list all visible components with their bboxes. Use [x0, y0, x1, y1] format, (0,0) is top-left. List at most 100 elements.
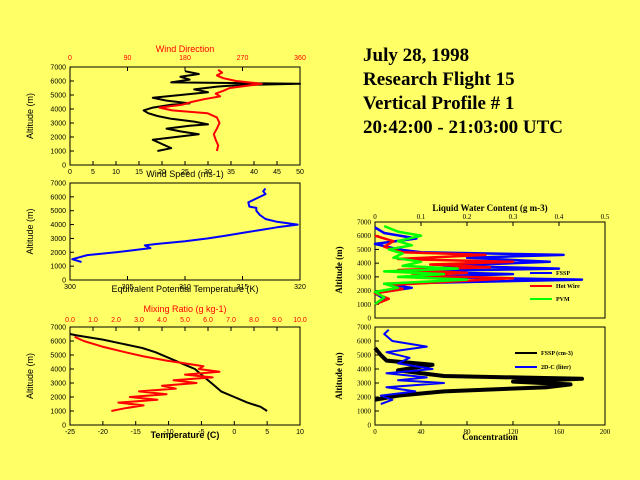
- y-tick-label: 6000: [50, 79, 66, 86]
- x-axis-label: Equivalent Potential Temperature (K): [112, 284, 259, 294]
- y-tick-label: 3000: [357, 380, 372, 388]
- x-tick-label: -20: [98, 429, 108, 436]
- x-tick-label: -10: [164, 429, 174, 436]
- y-tick-label: 0: [62, 278, 66, 285]
- top-tick-label: 0.3: [509, 213, 518, 221]
- x-tick-label: 35: [227, 169, 235, 176]
- y-tick-label: 6000: [50, 339, 66, 346]
- x-tick-label: 5: [265, 429, 269, 436]
- top-tick-label: 9.0: [272, 317, 282, 324]
- x-tick-label: -15: [131, 429, 141, 436]
- y-tick-label: 4000: [50, 222, 66, 229]
- x-axis-label: Concentration: [462, 432, 518, 442]
- y-axis-label: Altitude (m): [25, 353, 35, 399]
- y-tick-label: 7000: [357, 324, 372, 332]
- x-tick-label: 40: [250, 169, 258, 176]
- series-line-pvm: [373, 224, 469, 306]
- top-tick-label: 3.0: [134, 317, 144, 324]
- top-tick-label: 1.0: [88, 317, 98, 324]
- y-tick-label: 0: [62, 423, 66, 430]
- top-tick-label: 6.0: [203, 317, 213, 324]
- legend-label: 2D-C (liter): [541, 364, 571, 371]
- y-tick-label: 2000: [357, 287, 372, 295]
- y-tick-label: 7000: [50, 65, 66, 72]
- x-tick-label: 320: [294, 284, 306, 291]
- chart-temp_mix: 0 1000 2000 3000 4000 5000 6000 7000 Altitude (m…: [25, 304, 307, 440]
- y-tick-label: 6000: [357, 338, 372, 346]
- top-tick-label: 360: [294, 55, 306, 62]
- y-tick-label: 7000: [357, 219, 372, 227]
- top-tick-label: 0.4: [555, 213, 564, 221]
- top-tick-label: 7.0: [226, 317, 236, 324]
- y-tick-label: 2000: [50, 135, 66, 142]
- series-line-wind-direction: [158, 68, 263, 152]
- x-tick-label: 300: [64, 284, 76, 291]
- title-time-range: 20:42:00 - 21:03:00 UTC: [363, 117, 564, 138]
- top-tick-label: 0: [68, 55, 72, 62]
- top-tick-label: 0.5: [601, 213, 610, 221]
- y-tick-label: 1000: [50, 409, 66, 416]
- x-tick-label: 0: [232, 429, 236, 436]
- chart-title: Mixing Ratio (g kg-1): [143, 304, 226, 314]
- top-tick-label: 2.0: [111, 317, 121, 324]
- y-tick-label: 4000: [357, 260, 372, 268]
- x-tick-label: 50: [296, 169, 304, 176]
- series-line-wind-speed: [142, 70, 301, 152]
- x-tick-label: 5: [91, 169, 95, 176]
- x-tick-label: -5: [198, 429, 204, 436]
- plot-frame: [69, 182, 301, 281]
- top-tick-label: 90: [124, 55, 132, 62]
- y-tick-label: 5000: [50, 353, 66, 360]
- x-tick-label: 45: [273, 169, 281, 176]
- y-tick-label: 6000: [357, 232, 372, 240]
- y-tick-label: 5000: [357, 246, 372, 254]
- top-tick-label: 0.1: [417, 213, 426, 221]
- x-tick-label: -25: [65, 429, 75, 436]
- x-tick-label: 305: [122, 284, 134, 291]
- y-tick-label: 5000: [357, 352, 372, 360]
- chart-lwc: 0 1000 2000 3000 4000 5000 6000 7000 Altitude (m…: [334, 203, 610, 323]
- plot-frame: [374, 326, 606, 426]
- series-line-fssp: [373, 226, 584, 306]
- legend-label: Hot Wire: [556, 284, 580, 290]
- y-tick-label: 3000: [357, 273, 372, 281]
- x-axis-label: Wind Speed (ms-1): [146, 169, 224, 179]
- plot-frame: [374, 221, 606, 319]
- y-tick-label: 2000: [50, 250, 66, 257]
- title-date: July 28, 1998: [363, 45, 470, 66]
- x-tick-label: 30: [204, 169, 212, 176]
- y-tick-label: 3000: [50, 236, 66, 243]
- top-tick-label: 10.0: [293, 317, 307, 324]
- series-line-theta-e: [71, 187, 299, 263]
- y-tick-label: 7000: [50, 181, 66, 188]
- x-tick-label: 160: [554, 428, 565, 436]
- y-tick-label: 1000: [357, 301, 372, 309]
- title-profile: Vertical Profile # 1: [363, 93, 515, 114]
- series-line-fssp-cm-3-: [373, 346, 584, 402]
- x-tick-label: 0: [68, 169, 72, 176]
- series-line-mixing-ratio: [74, 335, 221, 412]
- title-flight: Research Flight 15: [363, 69, 515, 90]
- top-tick-label: 0.0: [65, 317, 75, 324]
- top-tick-label: 0.2: [463, 213, 472, 221]
- title-block: July 28, 1998 Research Flight 15 Vertica…: [363, 44, 633, 140]
- chart-title: Wind Direction: [156, 44, 215, 54]
- y-tick-label: 4000: [50, 107, 66, 114]
- x-tick-label: 80: [464, 428, 472, 436]
- y-tick-label: 2000: [357, 394, 372, 402]
- x-tick-label: 40: [418, 428, 426, 436]
- x-tick-label: 310: [179, 284, 191, 291]
- y-tick-label: 4000: [50, 367, 66, 374]
- y-tick-label: 0: [62, 163, 66, 170]
- y-tick-label: 3000: [50, 121, 66, 128]
- y-tick-label: 3000: [50, 381, 66, 388]
- top-tick-label: 8.0: [249, 317, 259, 324]
- series-line-temperature: [69, 333, 268, 412]
- y-tick-label: 2000: [50, 395, 66, 402]
- top-tick-label: 5.0: [180, 317, 190, 324]
- top-tick-label: 270: [237, 55, 249, 62]
- y-tick-label: 6000: [50, 194, 66, 201]
